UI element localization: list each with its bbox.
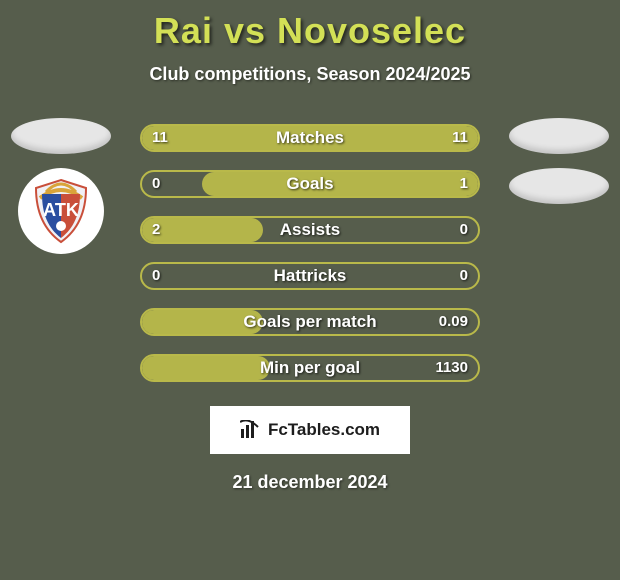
right-player-avatar [509, 118, 609, 154]
bar-value-right: 1130 [435, 356, 468, 380]
stats-bars: 1111Matches01Goals20Assists00Hattricks0.… [140, 124, 480, 400]
bar-value-right: 0 [460, 264, 468, 288]
left-club-badge: ATK [18, 168, 104, 254]
left-player-avatar [11, 118, 111, 154]
bar-fill-left [142, 310, 263, 334]
subtitle: Club competitions, Season 2024/2025 [0, 64, 620, 85]
stat-bar-matches: 1111Matches [140, 124, 480, 152]
chart-bars-icon [240, 420, 262, 440]
left-player-column: ATK [6, 118, 116, 254]
page-title: Rai vs Novoselec [0, 0, 620, 52]
attribution-text: FcTables.com [268, 420, 380, 440]
right-club-placeholder [509, 168, 609, 204]
bar-value-right: 0 [460, 218, 468, 242]
club-shield-icon: ATK [18, 168, 104, 254]
bar-fill-left [142, 356, 270, 380]
bar-label: Hattricks [142, 264, 478, 288]
bar-fill-right [202, 172, 478, 196]
stat-bar-assists: 20Assists [140, 216, 480, 244]
stat-bar-hattricks: 0 0Hattricks [140, 262, 480, 290]
stat-bar-min_per_goal: 1130Min per goal [140, 354, 480, 382]
bar-value-left: 0 [152, 172, 160, 196]
footer: FcTables.com 21 december 2024 [0, 396, 620, 493]
right-player-column [504, 118, 614, 218]
bar-fill-left [142, 218, 263, 242]
bar-value-right: 0.09 [439, 310, 468, 334]
svg-text:ATK: ATK [43, 200, 79, 220]
bar-value-left: 0 [152, 264, 160, 288]
date-text: 21 december 2024 [0, 472, 620, 493]
stat-bar-goals_per_match: 0.09Goals per match [140, 308, 480, 336]
attribution-badge: FcTables.com [210, 406, 410, 454]
stat-bar-goals: 01Goals [140, 170, 480, 198]
bar-fill-full [142, 126, 478, 150]
